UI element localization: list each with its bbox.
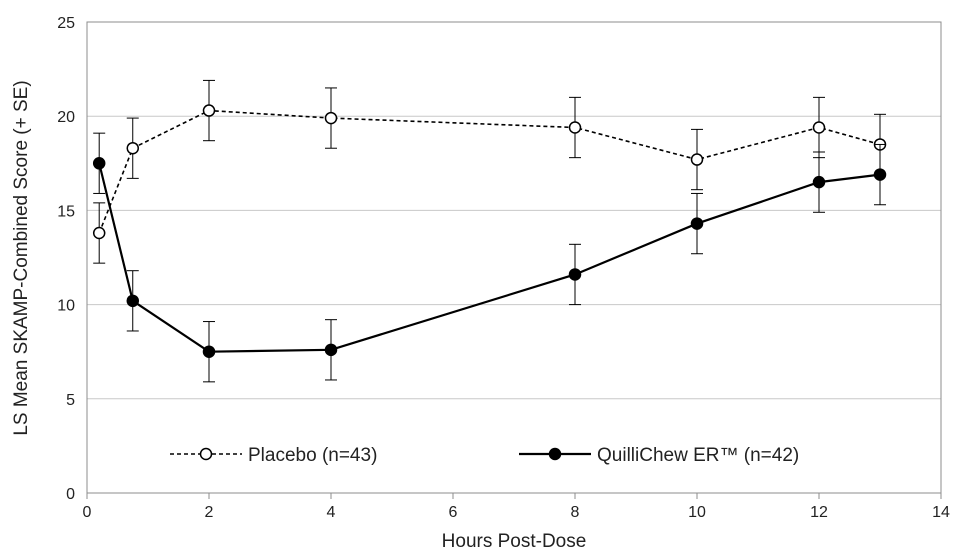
data-point — [92, 226, 106, 240]
x-tick-labels: 0 2 4 6 8 10 12 14 — [83, 504, 950, 521]
series-1 — [92, 79, 887, 264]
x-tick-label: 8 — [571, 504, 580, 521]
data-point — [92, 157, 106, 170]
data-point — [812, 121, 826, 134]
x-tick-label: 4 — [327, 504, 336, 521]
data-point — [690, 217, 704, 230]
y-axis-label: LS Mean SKAMP-Combined Score (+ SE) — [11, 80, 32, 435]
y-tick-label: 10 — [57, 298, 75, 315]
y-tick-label: 20 — [57, 109, 75, 126]
data-point — [126, 141, 139, 155]
y-tick-label: 25 — [57, 15, 75, 32]
x-axis-label: Hours Post-Dose — [442, 531, 587, 550]
data-point — [126, 294, 139, 308]
legend-label: Placebo (n=43) — [248, 445, 377, 466]
y-tick-labels: 0 5 10 15 20 25 — [57, 15, 75, 503]
series-2 — [92, 132, 887, 383]
x-tick-label: 14 — [932, 504, 950, 521]
legend: Placebo (n=43) QuilliChew ER™ (n=42) — [170, 445, 799, 466]
plot-frame — [86, 21, 942, 494]
data-point — [202, 104, 216, 117]
data-point — [812, 175, 826, 189]
y-tick-label: 0 — [66, 486, 75, 503]
data-point — [568, 121, 582, 134]
series-layer — [92, 79, 887, 383]
data-point — [324, 111, 338, 125]
data-point — [568, 268, 582, 281]
gridlines — [87, 21, 941, 400]
legend-label: QuilliChew ER™ (n=42) — [597, 445, 799, 466]
y-tick-label: 15 — [57, 203, 75, 220]
x-tick-label: 12 — [810, 504, 828, 521]
legend-marker — [199, 447, 213, 461]
series-line — [98, 163, 881, 353]
x-tick-label: 2 — [205, 504, 214, 521]
x-tick-label: 10 — [688, 504, 706, 521]
y-tick-label: 5 — [66, 392, 75, 409]
x-tick-label: 6 — [449, 504, 458, 521]
data-point — [873, 168, 887, 181]
series-line — [98, 109, 881, 234]
legend-item-2: QuilliChew ER™ (n=42) — [519, 445, 799, 466]
data-point — [202, 345, 216, 358]
x-tick-label: 0 — [83, 504, 92, 521]
axes — [86, 21, 942, 499]
legend-item-1: Placebo (n=43) — [170, 445, 377, 466]
data-point — [324, 343, 338, 357]
legend-marker — [548, 447, 562, 461]
data-point — [690, 153, 704, 166]
